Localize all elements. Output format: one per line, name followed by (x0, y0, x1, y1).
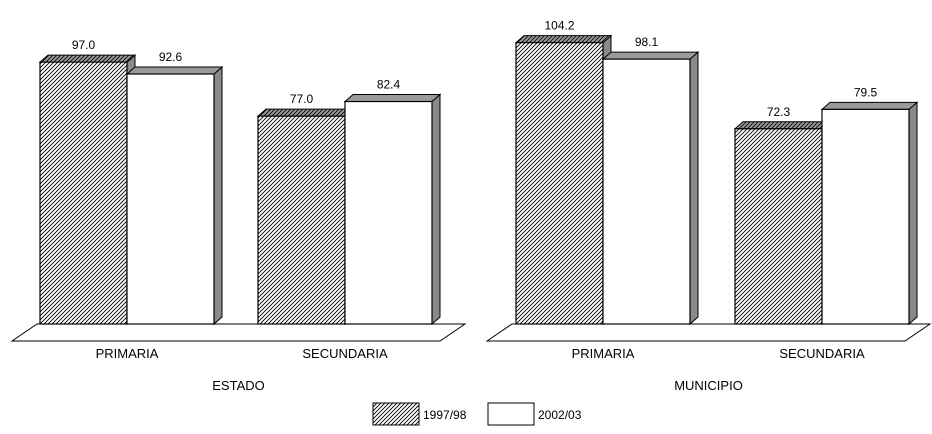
bar-side-estado-secundaria-series2 (431, 93, 441, 326)
bar-top-municipio-primaria-series2 (601, 51, 700, 60)
bar-municipio-primaria-series2 (602, 58, 691, 325)
category-label-municipio-primaria: PRIMARIA (572, 346, 635, 361)
value-label-municipio-secundaria-series1: 72.3 (767, 105, 791, 119)
bar-top-estado-secundaria-series2 (343, 94, 442, 103)
bar-municipio-primaria-series1 (515, 42, 604, 325)
bar-municipio-secundaria-series2 (821, 108, 910, 325)
bar-estado-primaria-series1 (39, 61, 128, 325)
bar-side-estado-primaria-series2 (213, 65, 223, 326)
value-label-estado-primaria-series2: 92.6 (159, 50, 183, 64)
bar-top-municipio-primaria-series1 (514, 35, 613, 44)
value-label-municipio-secundaria-series2: 79.5 (854, 85, 878, 99)
bar-top-estado-primaria-series1 (38, 54, 137, 63)
bar-top-municipio-secundaria-series2 (820, 101, 919, 110)
legend-swatch-1 (372, 402, 420, 426)
legend-label-2: 2002/03 (538, 408, 582, 422)
panel-label-municipio: MUNICIPIO (674, 378, 743, 393)
value-label-estado-primaria-series1: 97.0 (72, 38, 96, 52)
bar-top-municipio-secundaria-series1 (733, 121, 832, 130)
value-label-municipio-primaria-series1: 104.2 (544, 19, 574, 33)
bar-side-municipio-primaria-series2 (689, 51, 699, 326)
category-label-estado-primaria: PRIMARIA (96, 346, 159, 361)
legend-label-1: 1997/98 (423, 408, 467, 422)
value-label-municipio-primaria-series2: 98.1 (635, 35, 659, 49)
category-label-estado-secundaria: SECUNDARIA (302, 346, 388, 361)
category-label-municipio-secundaria: SECUNDARIA (779, 346, 865, 361)
bar-side-municipio-secundaria-series2 (908, 101, 918, 326)
value-label-estado-secundaria-series1: 77.0 (290, 92, 314, 106)
bar-municipio-secundaria-series1 (734, 128, 823, 325)
bar-top-estado-primaria-series2 (125, 66, 224, 75)
bar-estado-secundaria-series2 (344, 100, 433, 325)
bar-top-estado-secundaria-series1 (256, 108, 355, 117)
panel-label-estado: ESTADO (212, 378, 265, 393)
floor-municipio (485, 323, 932, 342)
legend-swatch-2 (487, 402, 535, 426)
value-label-estado-secundaria-series2: 82.4 (377, 78, 401, 92)
bar-estado-primaria-series2 (126, 73, 215, 325)
bar-estado-secundaria-series1 (257, 115, 346, 325)
floor-estado (10, 323, 467, 342)
